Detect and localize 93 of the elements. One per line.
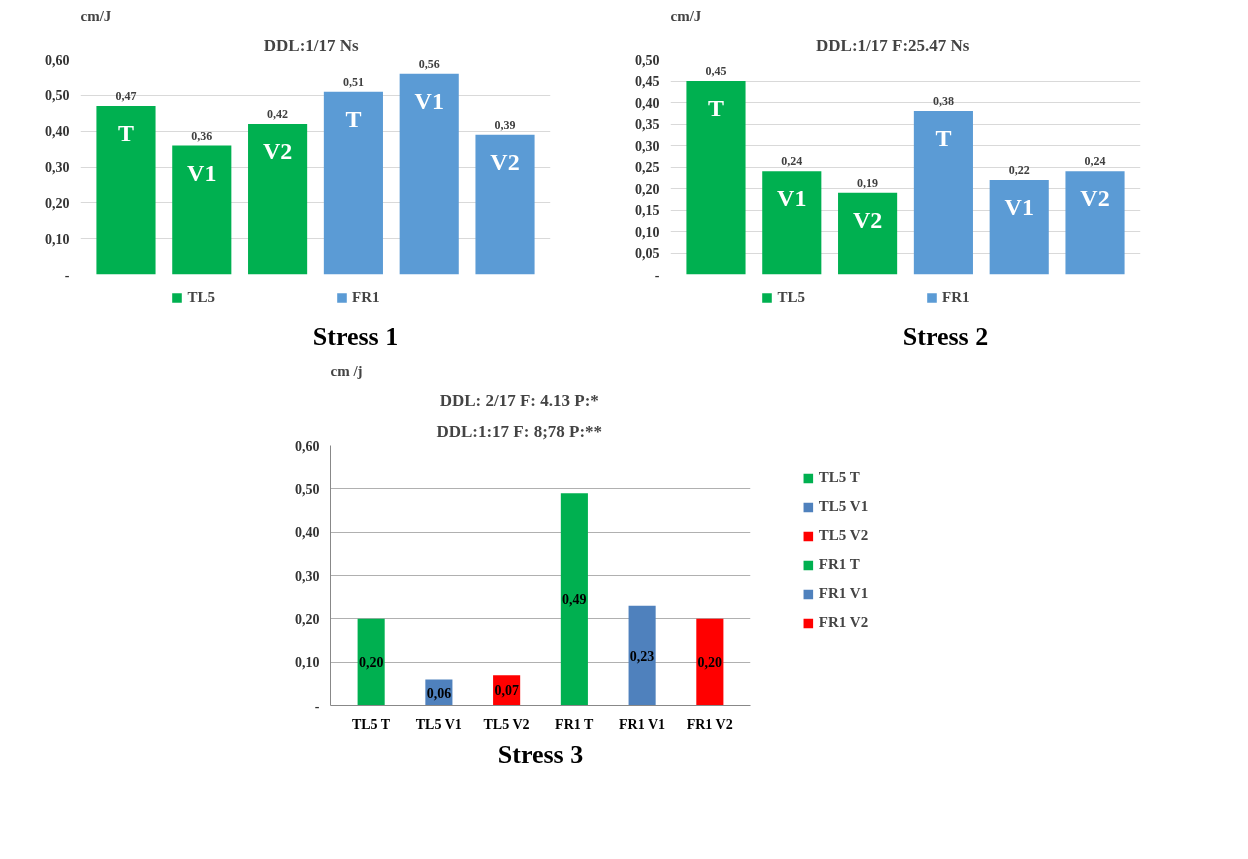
x-tick-label: FR1 V2	[686, 716, 733, 732]
y-axis-title: cm/J	[80, 7, 112, 24]
y-tick-label: 0,50	[295, 481, 320, 497]
x-tick-label: TL5 T	[351, 716, 391, 732]
x-tick-label: V2	[262, 138, 293, 164]
bar	[913, 111, 973, 275]
data-label: 0,22	[1008, 162, 1030, 177]
bar	[838, 192, 898, 275]
x-tick-label: TL5 V2	[483, 716, 530, 732]
y-axis-title: cm /j	[330, 362, 363, 379]
bar	[172, 145, 232, 275]
data-label: 0,51	[342, 74, 364, 89]
y-tick-label: 0,20	[295, 611, 320, 627]
legend-label: FR1 V1	[818, 585, 869, 602]
bar	[399, 73, 459, 275]
legend-label: FR1 V2	[818, 614, 869, 631]
y-tick-label: 0,20	[45, 195, 70, 211]
x-tick-label: V2	[490, 148, 520, 175]
bar	[248, 124, 308, 275]
chart-title: DDL: 2/17 F: 4.13 P:*	[439, 390, 599, 410]
data-label: 0,42	[267, 107, 289, 121]
y-tick-label: 0,30	[635, 138, 660, 154]
bar	[1065, 171, 1125, 275]
legend-label: FR1	[352, 288, 380, 306]
legend-label: FR1 T	[818, 556, 860, 573]
y-tick-label: 0,10	[45, 231, 70, 247]
chart-title: DDL:1/17 Ns	[263, 35, 360, 55]
data-label: 0,36	[191, 128, 213, 143]
chart-subtitle: DDL:1:17 F: 8;78 P:**	[436, 421, 603, 441]
data-label: 0,20	[697, 655, 723, 671]
x-tick-label: T	[117, 120, 134, 147]
x-tick-label: V1	[777, 185, 807, 212]
data-label: 0,47	[115, 89, 137, 104]
legend-label: TL5 T	[818, 469, 860, 486]
bar	[323, 91, 383, 275]
x-tick-label: V2	[1080, 185, 1110, 212]
bar	[96, 106, 156, 275]
y-tick-label: 0,30	[45, 160, 70, 175]
y-tick-label: 0,40	[295, 525, 320, 541]
y-axis-title: cm/J	[670, 7, 702, 24]
data-label: 0,49	[562, 592, 587, 608]
x-tick-label: T	[707, 95, 724, 121]
data-label: 0,19	[857, 175, 879, 190]
legend-label: TL5 V1	[818, 498, 869, 515]
bar	[475, 134, 535, 275]
y-tick-label: 0,20	[635, 181, 660, 197]
y-tick-label: 0,10	[635, 224, 660, 240]
data-label: 0,24	[1084, 154, 1106, 169]
data-label: 0,23	[629, 648, 655, 664]
data-label: 0,06	[426, 685, 452, 701]
data-label: 0,45	[705, 64, 727, 78]
x-tick-label: T	[345, 105, 362, 132]
y-tick-label: 0,10	[295, 655, 320, 671]
y-tick-label: 0,30	[295, 568, 320, 584]
x-tick-label: TL5 V1	[415, 716, 462, 732]
x-tick-label: T	[935, 125, 952, 152]
y-tick-label: 0,60	[45, 52, 70, 68]
y-tick-label: 0,60	[295, 438, 320, 454]
x-axis-title: Stress 2	[902, 321, 989, 351]
y-tick-label: 0,40	[45, 124, 70, 140]
bar	[762, 171, 822, 275]
y-tick-label: -	[314, 698, 320, 714]
y-tick-label: -	[64, 267, 70, 283]
y-tick-label: 0,50	[45, 88, 70, 104]
y-tick-label: 0,40	[635, 95, 660, 111]
x-axis-title: Stress 3	[497, 739, 584, 769]
y-tick-label: 0,35	[635, 117, 660, 132]
y-tick-label: -	[654, 267, 660, 283]
data-label: 0,38	[932, 94, 954, 109]
bar	[989, 179, 1049, 275]
x-tick-label: FR1 T	[555, 716, 595, 732]
data-label: 0,20	[358, 655, 384, 671]
y-tick-label: 0,15	[635, 203, 660, 218]
legend-label: FR1	[942, 288, 970, 306]
y-tick-label: 0,05	[635, 246, 660, 261]
data-label: 0,24	[781, 154, 803, 169]
y-tick-label: 0,45	[635, 74, 660, 89]
legend-label: TL5	[777, 288, 806, 306]
y-tick-label: 0,25	[635, 160, 660, 175]
x-tick-label: V1	[187, 159, 217, 186]
data-label: 0,07	[494, 683, 519, 699]
x-tick-label: V1	[414, 87, 444, 114]
bar	[686, 81, 746, 275]
data-label: 0,56	[418, 56, 440, 71]
chart-title: DDL:1/17 F:25.47 Ns	[816, 35, 970, 55]
legend-label: TL5 V2	[818, 527, 869, 544]
x-tick-label: V1	[1004, 193, 1034, 220]
y-tick-label: 0,50	[635, 52, 660, 68]
x-tick-label: V2	[852, 206, 883, 233]
legend-label: TL5	[187, 288, 216, 306]
x-axis-title: Stress 1	[312, 321, 399, 351]
x-tick-label: FR1 V1	[618, 716, 666, 732]
data-label: 0,39	[494, 117, 516, 132]
